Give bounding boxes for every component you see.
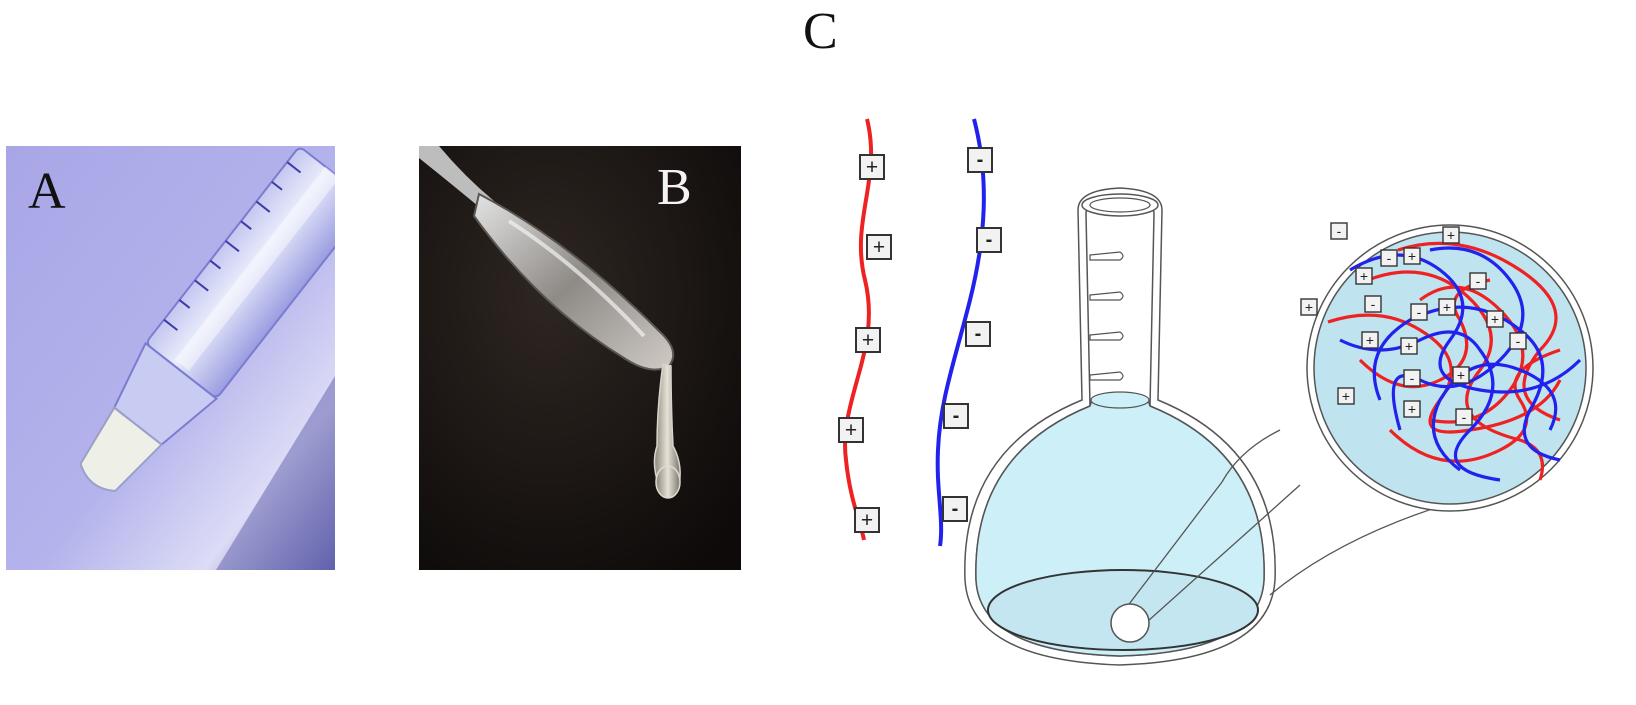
- zoom-positive-charge: +: [1452, 366, 1470, 384]
- negative-charge-sign: -: [1462, 409, 1467, 425]
- negative-charge-sign: -: [1337, 223, 1342, 239]
- positive-charge-sign: +: [1491, 311, 1499, 327]
- zoom-negative-charge: -: [1509, 332, 1527, 350]
- negative-charge-sign: -: [1516, 333, 1521, 349]
- spoon-drip-photo: B: [419, 146, 741, 570]
- positive-charge-marker: +: [855, 327, 881, 353]
- zoom-positive-charge: +: [1403, 400, 1421, 418]
- positive-charge-marker: +: [859, 154, 885, 180]
- positive-charge-sign: +: [1305, 299, 1313, 315]
- volumetric-flask: [964, 187, 1276, 666]
- spoon-illustration: [419, 146, 741, 570]
- negative-charge-sign: -: [1387, 250, 1392, 266]
- positive-charge-sign: +: [1447, 227, 1455, 243]
- negative-charge-sign: -: [1371, 296, 1376, 312]
- anionic-polymer-strand: [935, 118, 986, 547]
- zoom-negative-charge: -: [1403, 369, 1421, 387]
- positive-charge-sign: +: [1443, 299, 1451, 315]
- negative-charge-marker: -: [976, 227, 1002, 253]
- negative-charge-sign: -: [1476, 273, 1481, 289]
- negative-charge-marker: -: [942, 496, 968, 522]
- zoom-positive-charge: +: [1438, 298, 1456, 316]
- zoom-positive-charge: +: [1403, 247, 1421, 265]
- positive-charge-sign: +: [1366, 332, 1374, 348]
- zoom-negative-charge: -: [1455, 408, 1473, 426]
- zoom-negative-charge: -: [1410, 303, 1428, 321]
- positive-charge-sign: +: [1405, 338, 1413, 354]
- negative-charge-marker: -: [943, 403, 969, 429]
- panel-label-a: A: [28, 163, 66, 220]
- positive-charge-marker: +: [866, 234, 892, 260]
- negative-charge-sign: -: [1417, 304, 1422, 320]
- flask-graduation-marks: [1089, 251, 1124, 381]
- positive-charge-sign: +: [1408, 401, 1416, 417]
- zoom-positive-charge: +: [1486, 310, 1504, 328]
- positive-charge-sign: +: [861, 509, 873, 532]
- pipette-illustration: [6, 146, 335, 570]
- magnifier-callout: - + - + + - +: [1110, 222, 1594, 643]
- negative-charge-sign: -: [953, 405, 960, 427]
- zoom-positive-charge: +: [1337, 387, 1355, 405]
- negative-charge-sign: -: [977, 149, 984, 171]
- zoom-negative-charge: -: [1330, 222, 1348, 240]
- zoom-positive-charge: +: [1442, 226, 1460, 244]
- positive-charge-sign: +: [1457, 367, 1465, 383]
- positive-charge-sign: +: [1360, 268, 1368, 284]
- positive-charge-sign: +: [873, 236, 885, 259]
- panel-label-c: C: [803, 3, 838, 60]
- positive-charge-sign: +: [845, 419, 857, 442]
- pipette-tip-photo: A: [6, 146, 335, 570]
- positive-charge-sign: +: [1408, 248, 1416, 264]
- positive-charge-marker: +: [838, 417, 864, 443]
- positive-charge-marker: +: [854, 507, 880, 533]
- negative-charge-sign: -: [1410, 370, 1415, 386]
- polyelectrolyte-complex-diagram: + + + + + - - - - -: [838, 118, 1594, 666]
- negative-charge-sign: -: [986, 229, 993, 251]
- zoom-positive-charge: +: [1300, 298, 1318, 316]
- positive-charge-sign: +: [862, 329, 874, 352]
- zoom-positive-charge: +: [1361, 331, 1379, 349]
- zoom-negative-charge: -: [1380, 249, 1398, 267]
- zoom-negative-charge: -: [1469, 272, 1487, 290]
- positive-charge-sign: +: [1342, 388, 1350, 404]
- negative-charge-sign: -: [952, 498, 959, 520]
- negative-charge-sign: -: [975, 323, 982, 345]
- zoom-positive-charge: +: [1400, 337, 1418, 355]
- negative-charge-marker: -: [965, 321, 991, 347]
- panel-label-b: B: [657, 159, 692, 216]
- positive-charge-sign: +: [866, 156, 878, 179]
- zoom-positive-charge: +: [1355, 267, 1373, 285]
- negative-charge-marker: -: [967, 147, 993, 173]
- zoom-negative-charge: -: [1364, 295, 1382, 313]
